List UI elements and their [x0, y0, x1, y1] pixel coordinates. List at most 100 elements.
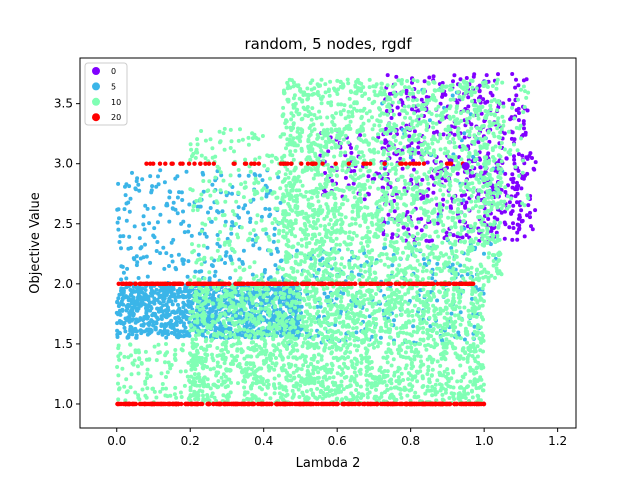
chart-title: random, 5 nodes, rgdf [244, 35, 412, 53]
point [181, 300, 186, 305]
point [339, 141, 344, 146]
point [406, 149, 411, 154]
point [366, 229, 371, 234]
point [509, 210, 514, 215]
point [416, 175, 421, 180]
point [515, 191, 520, 196]
point [488, 90, 493, 95]
point [278, 287, 283, 292]
point [288, 152, 293, 157]
point [159, 314, 164, 319]
point [416, 150, 421, 155]
point [368, 272, 373, 277]
point [503, 171, 508, 176]
point [370, 334, 375, 339]
point [339, 309, 343, 314]
point [496, 116, 501, 121]
point [328, 256, 333, 261]
point [455, 234, 460, 239]
point [184, 330, 189, 335]
point [352, 169, 357, 173]
point [489, 112, 494, 117]
point [232, 332, 237, 337]
point [317, 232, 322, 237]
point [353, 217, 358, 222]
point [515, 237, 520, 242]
point [512, 161, 517, 166]
point [372, 99, 377, 104]
point [365, 278, 369, 283]
point [449, 87, 454, 92]
point [424, 189, 429, 194]
point [431, 74, 436, 79]
point [167, 189, 172, 194]
point [420, 233, 425, 238]
point [124, 318, 129, 322]
point [332, 262, 337, 267]
point [381, 232, 386, 237]
point [362, 133, 367, 138]
point [514, 93, 519, 98]
point [511, 203, 516, 208]
point [313, 320, 318, 325]
point [359, 81, 364, 86]
point [210, 356, 215, 360]
point [280, 113, 285, 118]
point [484, 270, 489, 275]
point [498, 220, 502, 225]
point [257, 246, 262, 251]
point [162, 324, 167, 329]
point [291, 121, 296, 126]
point [480, 204, 485, 209]
point [240, 333, 244, 338]
point [522, 234, 527, 239]
point [259, 214, 264, 219]
point [435, 266, 440, 271]
point [388, 97, 393, 102]
point [435, 298, 440, 303]
point [446, 124, 451, 129]
point [485, 213, 490, 218]
point [361, 121, 366, 126]
point [167, 195, 172, 200]
point [274, 246, 279, 251]
point [439, 219, 444, 224]
point [167, 219, 172, 224]
point [412, 167, 416, 172]
point [480, 237, 485, 241]
point [406, 254, 411, 259]
point [281, 228, 286, 233]
point [495, 233, 500, 238]
point [385, 185, 390, 190]
point [354, 146, 359, 151]
point [362, 186, 367, 191]
point [205, 245, 210, 250]
point [318, 83, 322, 88]
point [356, 128, 361, 133]
point [163, 308, 168, 313]
point [365, 225, 370, 230]
point [324, 295, 329, 300]
point [498, 145, 503, 150]
point [389, 162, 394, 167]
point [270, 317, 275, 322]
point [243, 203, 248, 208]
point [159, 309, 163, 314]
point [323, 82, 328, 87]
point [300, 183, 305, 188]
point [229, 258, 234, 263]
point [236, 205, 241, 210]
point [402, 188, 407, 193]
point [278, 307, 283, 312]
point [363, 91, 367, 96]
point [449, 124, 454, 129]
point [463, 350, 468, 355]
point [483, 241, 488, 245]
point [363, 219, 368, 224]
point [458, 322, 463, 327]
point [402, 109, 407, 113]
point [516, 216, 521, 221]
point [162, 266, 167, 271]
point [171, 206, 175, 211]
point [286, 98, 291, 103]
